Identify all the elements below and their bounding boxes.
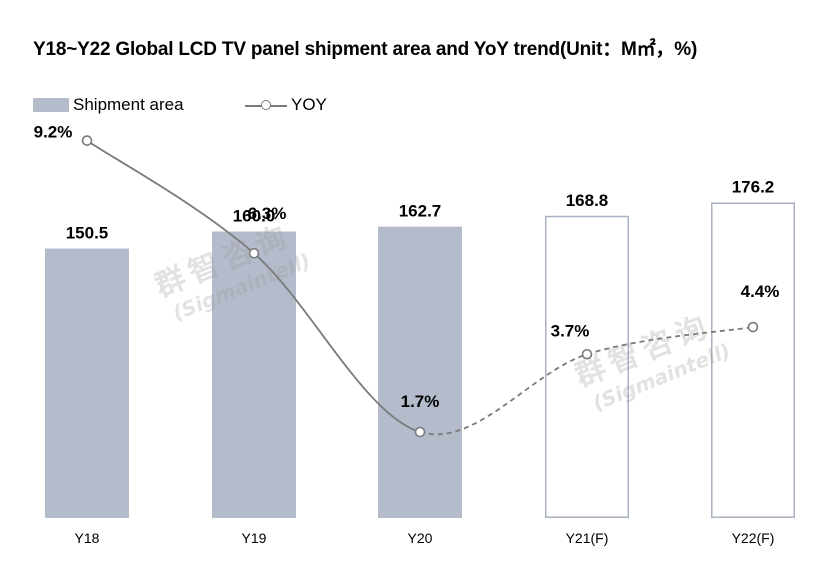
legend-bar-swatch bbox=[33, 98, 69, 112]
x-tick-label: Y20 bbox=[408, 530, 433, 546]
yoy-line-forecast-segment bbox=[586, 326, 754, 356]
legend-label-shipment: Shipment area bbox=[73, 95, 184, 114]
bar-value-label: 176.2 bbox=[732, 178, 775, 197]
bar-value-label: 168.8 bbox=[566, 191, 609, 210]
bar-Y21(F) bbox=[545, 215, 629, 518]
bar-Y20 bbox=[378, 226, 462, 518]
bar-value-label: 150.5 bbox=[66, 224, 109, 243]
bar-value-label: 162.7 bbox=[399, 202, 442, 221]
bar-value-label: 160.0 bbox=[233, 207, 276, 226]
bar-Y22(F) bbox=[711, 202, 795, 518]
yoy-point-Y22(F) bbox=[747, 321, 759, 333]
bar-Y18 bbox=[45, 248, 129, 518]
x-tick-label: Y22(F) bbox=[732, 530, 775, 546]
yoy-value-label: 4.4% bbox=[741, 282, 780, 301]
chart-title: Y18~Y22 Global LCD TV panel shipment are… bbox=[33, 39, 698, 60]
yoy-value-label: 9.2% bbox=[34, 123, 73, 142]
x-tick-label: Y19 bbox=[242, 530, 267, 546]
yoy-point-Y18 bbox=[81, 135, 93, 146]
yoy-line-segment bbox=[86, 139, 255, 254]
x-tick-label: Y18 bbox=[75, 530, 100, 546]
legend-item-yoy: YOY bbox=[245, 95, 327, 115]
yoy-point-Y19 bbox=[248, 247, 260, 259]
yoy-value-label: 6.3% bbox=[248, 204, 287, 223]
bar-Y19 bbox=[212, 231, 296, 518]
yoy-point-Y20 bbox=[414, 426, 426, 438]
x-tick-label: Y21(F) bbox=[566, 530, 609, 546]
yoy-line-forecast-segment bbox=[419, 353, 588, 436]
legend-item-shipment: Shipment area bbox=[33, 95, 184, 115]
yoy-value-label: 1.7% bbox=[401, 392, 440, 411]
legend-line-marker-icon bbox=[245, 98, 287, 112]
yoy-value-label: 3.7% bbox=[551, 321, 590, 340]
yoy-line-segment bbox=[253, 252, 421, 433]
legend-label-yoy: YOY bbox=[291, 95, 327, 114]
yoy-point-Y21(F) bbox=[581, 348, 593, 360]
